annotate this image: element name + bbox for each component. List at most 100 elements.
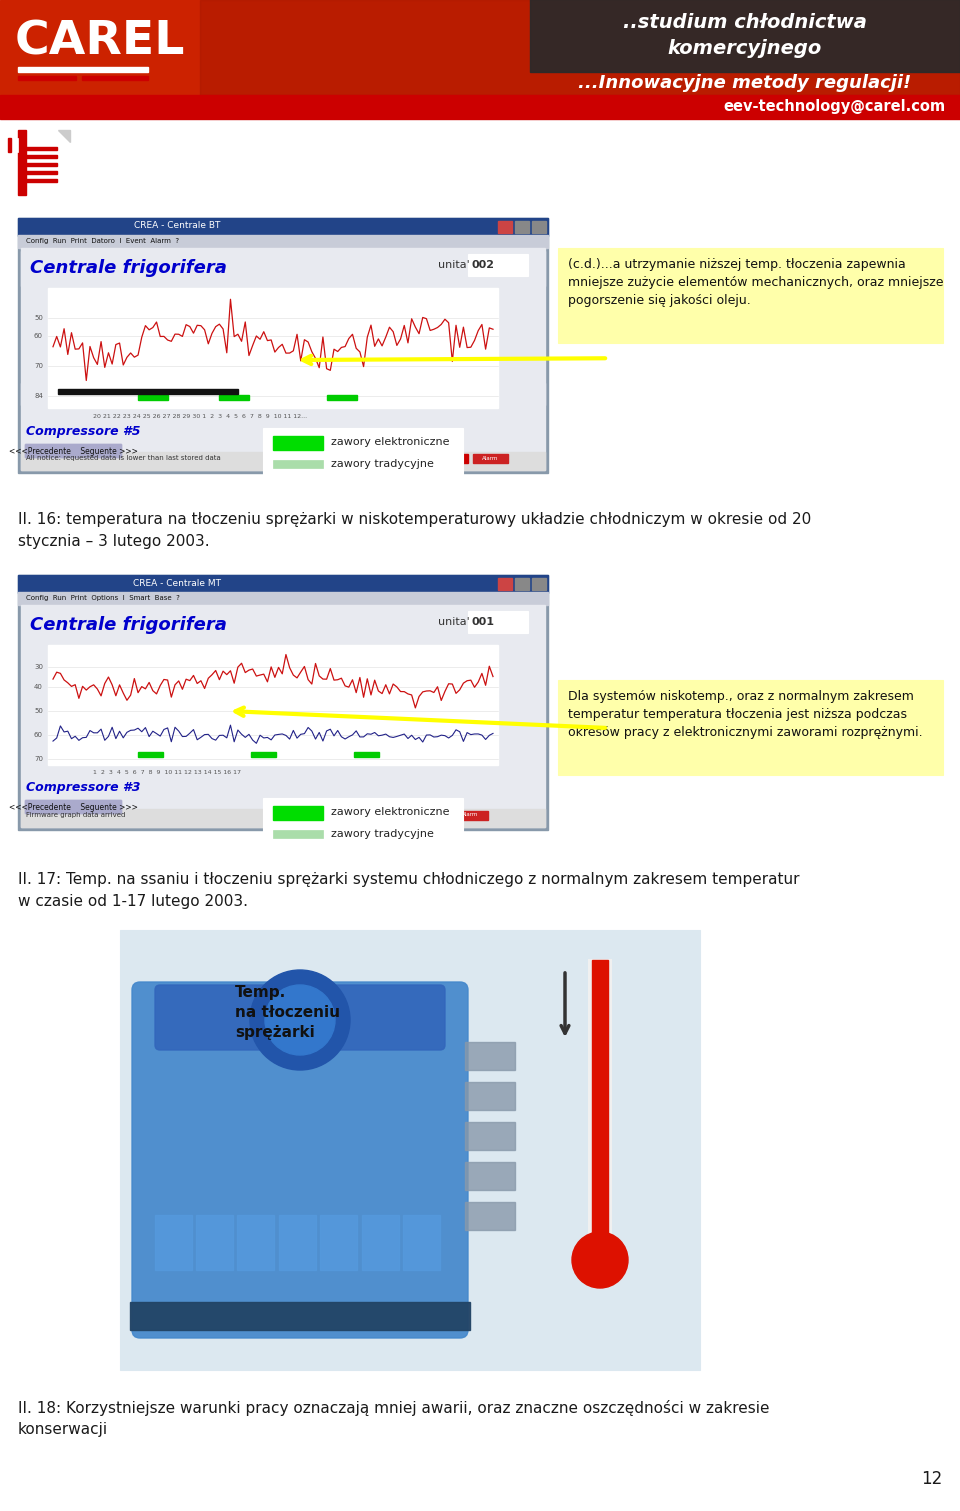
Bar [465, 1201, 515, 1230]
Text: zawory tradycyjne: zawory tradycyjne [331, 459, 434, 468]
Text: II. 16: temperatura na tłoczeniu sprężarki w niskotemperaturowy układzie chłodni: II. 16: temperatura na tłoczeniu sprężar… [18, 512, 811, 527]
Bar [532, 221, 546, 233]
Text: sprężarki: sprężarki [235, 1024, 315, 1040]
Bar [23, 147, 57, 150]
Text: Dla systemów niskotemp., oraz z normalnym zakresem
temperatur temperatura tłocze: Dla systemów niskotemp., oraz z normalny… [568, 691, 923, 739]
Bar [18, 576, 548, 830]
FancyBboxPatch shape [25, 799, 122, 814]
Bar [320, 1215, 357, 1271]
Text: zawory elektroniczne: zawory elektroniczne [331, 437, 449, 447]
Circle shape [572, 1231, 628, 1287]
Text: konserwacji: konserwacji [18, 1422, 108, 1437]
Text: 002: 002 [472, 260, 495, 270]
Bar [21, 382, 545, 405]
Text: OnLine: OnLine [325, 455, 345, 461]
Bar [138, 752, 163, 757]
Bar [18, 576, 548, 592]
Bar [468, 610, 528, 633]
Text: 70: 70 [34, 756, 43, 762]
Bar [237, 1215, 274, 1271]
Bar [130, 1302, 470, 1330]
Text: 70: 70 [34, 363, 43, 369]
Bar [589, 959, 611, 1260]
Bar [48, 645, 498, 765]
Bar [18, 66, 148, 73]
Text: Centrale frigorifera: Centrale frigorifera [30, 616, 227, 635]
Text: w czasie od 1-17 lutego 2003.: w czasie od 1-17 lutego 2003. [18, 895, 248, 910]
FancyBboxPatch shape [25, 444, 122, 458]
Bar [532, 579, 546, 589]
Bar [465, 1162, 515, 1191]
Bar [23, 156, 57, 159]
Text: All notice: requested data is lower than last stored data: All notice: requested data is lower than… [26, 455, 221, 461]
Bar [138, 394, 168, 400]
Bar [21, 604, 545, 827]
Text: Config  Run  Print  Datoro  I  Event  Alarm  ?: Config Run Print Datoro I Event Alarm ? [26, 239, 180, 243]
Bar [0, 0, 960, 95]
Bar [120, 929, 700, 1370]
Bar [8, 138, 11, 153]
Bar [23, 163, 57, 166]
Bar [465, 1082, 515, 1111]
Text: Report: Report [420, 813, 439, 817]
Text: <<<Precedente    Seguente >>>: <<<Precedente Seguente >>> [9, 446, 137, 455]
Text: II. 18: Korzystniejsze warunki pracy oznaczają mniej awarii, oraz znaczne oszczę: II. 18: Korzystniejsze warunki pracy ozn… [18, 1401, 770, 1416]
Circle shape [250, 970, 350, 1070]
Bar [18, 130, 70, 195]
Text: 60: 60 [34, 731, 43, 737]
Text: 11:46: 11:46 [348, 813, 363, 817]
Bar [21, 452, 545, 470]
Text: 60: 60 [34, 332, 43, 338]
FancyBboxPatch shape [155, 985, 445, 1050]
Text: 50: 50 [35, 314, 43, 320]
Bar [8, 138, 18, 153]
Bar [279, 1215, 316, 1271]
Text: II. 17: Temp. na ssaniu i tłoczeniu sprężarki systemu chłodniczego z normalnym z: II. 17: Temp. na ssaniu i tłoczeniu sprę… [18, 872, 800, 887]
Bar [196, 1215, 233, 1271]
Bar [48, 289, 498, 408]
Bar [18, 218, 548, 473]
Bar [273, 830, 323, 839]
Bar [373, 811, 408, 820]
Text: 03/03/03: 03/03/03 [397, 455, 422, 461]
Bar [318, 453, 353, 462]
Bar [21, 251, 545, 286]
Text: unita': unita' [438, 260, 469, 270]
Circle shape [265, 985, 335, 1055]
Bar [393, 453, 428, 462]
Text: 1  2  3  4  5  6  7  8  9  10 11 12 13 14 15 16 17: 1 2 3 4 5 6 7 8 9 10 11 12 13 14 15 16 1… [93, 771, 241, 775]
Bar [465, 1123, 515, 1150]
Text: Centrale frigorifera: Centrale frigorifera [30, 258, 227, 277]
Bar [21, 248, 545, 470]
Bar [362, 1215, 399, 1271]
Text: komercyjnego: komercyjnego [668, 38, 822, 57]
Bar [592, 959, 608, 1250]
Bar [155, 1215, 192, 1271]
Bar [498, 579, 512, 589]
Bar [558, 248, 943, 343]
Bar [354, 752, 379, 757]
Text: CREA - Centrale MT: CREA - Centrale MT [133, 579, 221, 588]
Text: na tłoczeniu: na tłoczeniu [235, 1005, 340, 1020]
Bar [18, 218, 548, 236]
Text: 001: 001 [472, 616, 495, 627]
Bar [298, 811, 333, 820]
Text: Config  Run  Print  Options  I  Smart  Base  ?: Config Run Print Options I Smart Base ? [26, 595, 180, 601]
Bar [18, 576, 548, 830]
Bar [498, 221, 512, 233]
Text: 40: 40 [35, 684, 43, 691]
Text: ..studium chłodnictwa: ..studium chłodnictwa [623, 12, 867, 32]
Text: (c.d.)...a utrzymanie niższej temp. tłoczenia zapewnia
mniejsze zużycie elementó: (c.d.)...a utrzymanie niższej temp. tłoc… [568, 258, 944, 307]
Text: Report: Report [441, 455, 459, 461]
Text: 30: 30 [34, 663, 43, 669]
Text: 50: 50 [35, 709, 43, 715]
FancyBboxPatch shape [132, 982, 468, 1339]
Text: Compressore #5: Compressore #5 [26, 425, 140, 438]
Bar [21, 808, 545, 827]
Bar [515, 579, 529, 589]
Bar [530, 0, 960, 73]
Text: Alarm: Alarm [462, 813, 478, 817]
Bar [465, 1043, 515, 1070]
Bar [403, 1215, 440, 1271]
Bar [23, 171, 57, 174]
